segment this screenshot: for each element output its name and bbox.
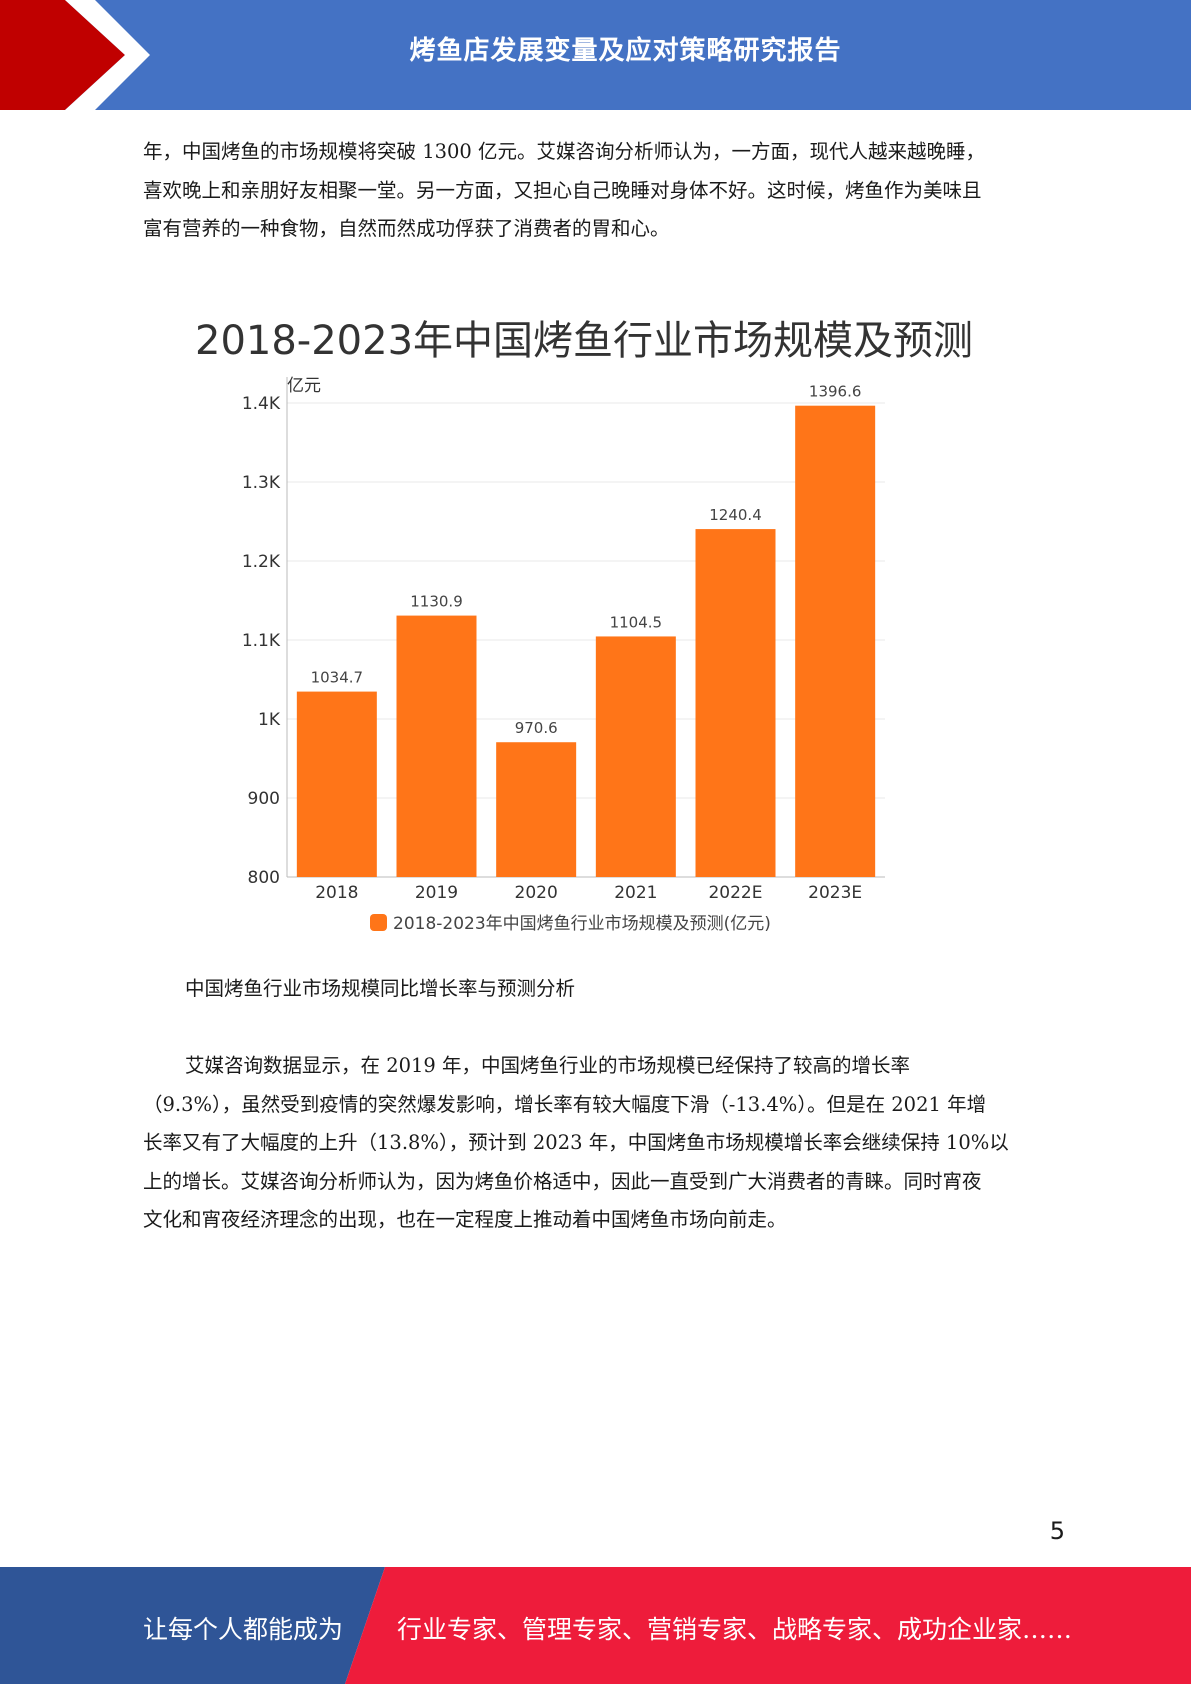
y-axis-unit-label: 亿元 [287,376,321,396]
bar [595,636,676,877]
bar-value-label: 1396.6 [809,383,862,401]
bar-value-label: 970.6 [515,719,558,737]
paragraph-line: 富有营养的一种食物，自然而然成功俘获了消费者的胃和心。 [143,217,670,240]
bar [396,615,477,877]
legend-swatch [370,914,387,931]
chart-canvas: 800 900 1K 1.1K 1.2K 1.3K 1.4K 亿元 1034.7 2018 1130… [242,376,885,934]
paragraph-line: 上的增长。艾媒咨询分析师认为，因为烤鱼价格适中，因此一直受到广大消费者的青睐。同… [143,1169,982,1193]
bar [296,691,377,877]
paragraph-line: 艾媒咨询数据显示，在 2019 年，中国烤鱼行业的市场规模已经保持了较高的增长率 [185,1054,911,1077]
chart-title: 2018-2023年中国烤鱼行业市场规模及预测 [195,318,974,364]
paragraph-line: 年，中国烤鱼的市场规模将突破 1300 亿元。艾媒咨询分析师认为，一方面，现代人… [143,140,986,163]
page-header: 烤鱼店发展变量及应对策略研究报告 [0,0,1191,110]
x-tick-label: 2023E [808,883,862,903]
header-arrow-decoration [0,0,150,110]
y-tick-label: 1.2K [242,552,281,572]
bar-value-label: 1240.4 [709,506,762,524]
y-tick-label: 1.3K [242,473,281,493]
x-tick-label: 2019 [415,883,458,903]
paragraph-line: （9.3%），虽然受到疫情的突然爆发影响，增长率有较大幅度下滑（-13.4%）。… [143,1092,987,1116]
x-tick-label: 2020 [515,883,558,903]
intro-paragraph: 年，中国烤鱼的市场规模将突破 1300 亿元。艾媒咨询分析师认为，一方面，现代人… [143,133,1048,249]
header-title: 烤鱼店发展变量及应对策略研究报告 [409,35,842,66]
bar [695,529,776,877]
bar-value-label: 1130.9 [410,593,463,611]
bar-value-label: 1034.7 [311,669,364,687]
y-tick-label: 1.4K [242,394,281,414]
y-tick-label: 1.1K [242,631,281,651]
analysis-paragraph: 艾媒咨询数据显示，在 2019 年，中国烤鱼行业的市场规模已经保持了较高的增长率… [143,1047,1048,1240]
bar-value-label: 1104.5 [610,613,663,631]
x-tick-label: 2021 [614,883,657,903]
page-number: 5 [1049,1517,1065,1545]
y-tick-label: 1K [258,710,281,730]
paragraph-line: 文化和宵夜经济理念的出现，也在一定程度上推动着中国烤鱼市场向前走。 [143,1208,787,1231]
paragraph-line: 长率又有了大幅度的上升（13.8%），预计到 2023 年，中国烤鱼市场规模增长… [143,1131,1009,1154]
y-tick-label: 800 [248,868,280,888]
page-footer [0,1567,1191,1684]
bar [496,742,577,877]
x-tick-label: 2022E [708,883,762,903]
paragraph-line: 喜欢晚上和亲朋好友相聚一堂。另一方面，又担心自己晚睡对身体不好。这时候，烤鱼作为… [143,178,982,202]
y-tick-label: 900 [248,789,280,809]
x-tick-label: 2018 [315,883,358,903]
footer-slogan-left: 让每个人都能成为 [143,1615,344,1644]
chart-caption: 中国烤鱼行业市场规模同比增长率与预测分析 [185,977,576,1000]
footer-slogan-right: 行业专家、管理专家、营销专家、战略专家、成功企业家…… [397,1615,1073,1644]
bar [795,405,876,877]
market-size-chart: 2018-2023年中国烤鱼行业市场规模及预测 800 900 1K 1.1K 1.2K… [160,290,1000,950]
legend-label: 2018-2023年中国烤鱼行业市场规模及预测(亿元) [393,914,771,934]
